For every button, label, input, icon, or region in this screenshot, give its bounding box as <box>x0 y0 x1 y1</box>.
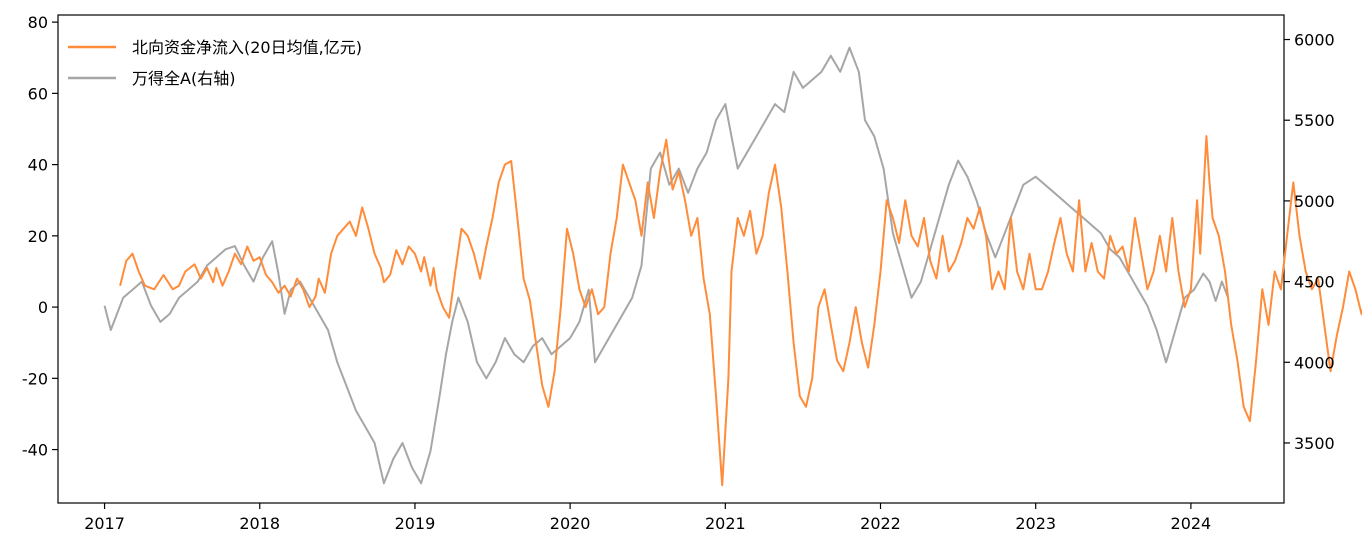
x-tick-label: 2017 <box>84 514 125 533</box>
y-left-tick-label: -40 <box>22 441 48 460</box>
series-line-wind-all-a <box>103 46 1230 485</box>
y-right-tick-label: 6000 <box>1294 31 1335 50</box>
ticks-layer: 2017 2018 2019 2020 2021 2022 2023 2024 80 60 40 20… <box>22 13 1335 533</box>
y-right-tick-label: 3500 <box>1294 434 1335 453</box>
x-tick-label: 2020 <box>550 514 591 533</box>
y-right-tick-label: 4500 <box>1294 273 1335 292</box>
legend: 北向资金净流入(20日均值,亿元) 万得全A(右轴) <box>68 38 362 88</box>
series-layer <box>103 46 1362 487</box>
x-tick-label: 2024 <box>1171 514 1212 533</box>
y-left-tick-label: 80 <box>28 13 48 32</box>
x-tick-label: 2018 <box>239 514 280 533</box>
y-right-tick-label: 4000 <box>1294 353 1335 372</box>
legend-label-northbound-flow: 北向资金净流入(20日均值,亿元) <box>132 38 362 57</box>
series-line-northbound-flow <box>119 135 1362 487</box>
y-right-tick-label: 5500 <box>1294 111 1335 130</box>
legend-label-wind-all-a: 万得全A(右轴) <box>132 69 235 88</box>
y-left-tick-label: 20 <box>28 227 48 246</box>
x-tick-label: 2022 <box>860 514 901 533</box>
y-left-tick-label: -20 <box>22 369 48 388</box>
x-tick-label: 2023 <box>1015 514 1056 533</box>
y-left-tick-label: 60 <box>28 84 48 103</box>
x-tick-label: 2021 <box>705 514 746 533</box>
y-left-tick-label: 40 <box>28 156 48 175</box>
y-right-tick-label: 5000 <box>1294 192 1335 211</box>
x-tick-label: 2019 <box>395 514 436 533</box>
y-left-tick-label: 0 <box>38 298 48 317</box>
